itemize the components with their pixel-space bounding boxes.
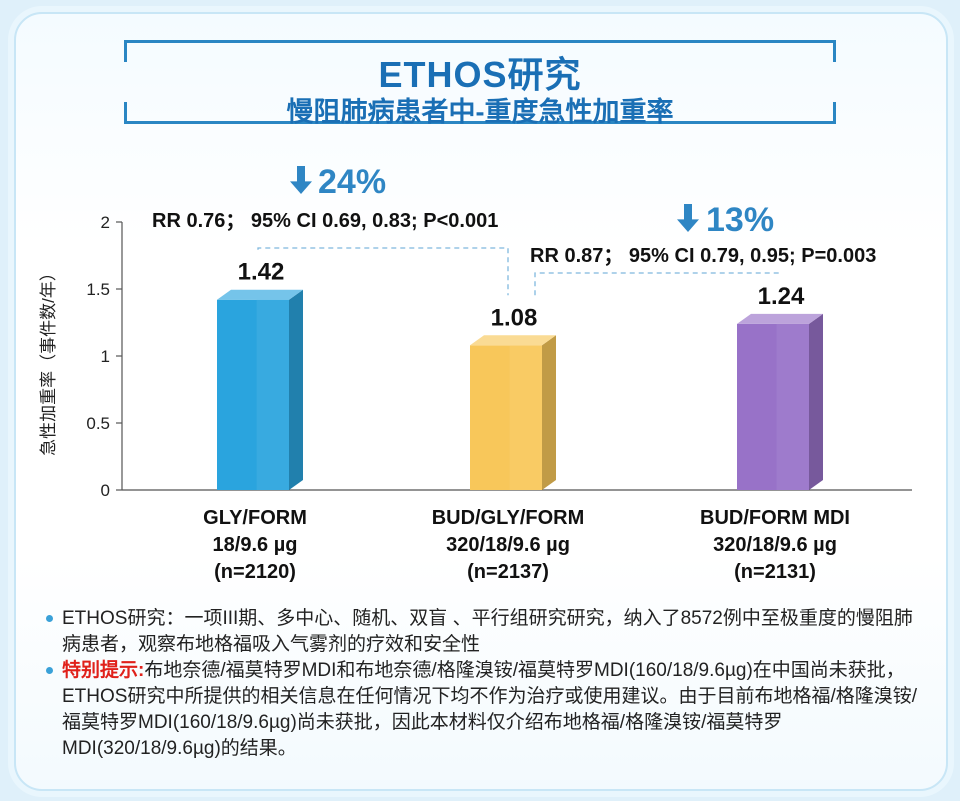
- page-title: ETHOS研究: [378, 54, 582, 95]
- reduction-label: 13%: [706, 201, 774, 239]
- y-tick-label: 1: [101, 347, 110, 366]
- comparison-stats: RR 0.87； 95% CI 0.79, 0.95; P=0.003: [530, 245, 876, 267]
- comparison-bracket: [257, 247, 509, 296]
- footnote-text: ETHOS研究：一项III期、多中心、随机、双盲 、平行组研究研究，纳入了857…: [62, 608, 913, 655]
- page-subtitle: 慢阻肺病患者中-重度急性加重率: [286, 97, 674, 127]
- bullet-icon: [46, 667, 53, 674]
- down-arrow-icon: [677, 204, 699, 232]
- x-category-label: 18/9.6 µg: [213, 534, 298, 556]
- title-box: ETHOS研究 慢阻肺病患者中-重度急性加重率: [124, 40, 836, 127]
- bar-value-label: 1.24: [758, 283, 805, 310]
- footnote-study-description: ETHOS研究：一项III期、多中心、随机、双盲 、平行组研究研究，纳入了857…: [46, 606, 926, 658]
- bar: [470, 335, 556, 490]
- bar-chart: 0 0.5 1 1.5 2 GLY/FORM 18/9.6 µg (n=2120) BUD/GL…: [39, 163, 912, 583]
- bar-top: [737, 313, 823, 324]
- comparison-bracket: [534, 272, 781, 296]
- bar-highlight: [509, 345, 542, 490]
- bar-side: [809, 313, 823, 490]
- bar-highlight: [776, 323, 809, 490]
- bar-side: [289, 289, 303, 490]
- down-arrow-icon: [290, 166, 312, 194]
- y-tick-label: 1.5: [86, 280, 110, 299]
- y-axis-label: 急性加重率（事件数/年）: [39, 264, 58, 456]
- bar-value-label: 1.08: [491, 304, 538, 331]
- x-category-label: BUD/GLY/FORM: [432, 507, 585, 529]
- y-tick-label: 0: [101, 481, 110, 500]
- x-category-label: GLY/FORM: [203, 507, 307, 529]
- title-frame-top: [124, 40, 836, 62]
- title-frame-bottom: [124, 102, 836, 124]
- special-notice-label: 特别提示:: [62, 660, 145, 681]
- x-category-label: (n=2137): [467, 561, 549, 583]
- bar-side: [542, 335, 556, 490]
- bar: [217, 289, 303, 490]
- annotation-layer: 1.42 1.08 1.24 24% RR 0.76； 95% CI 0.69, 0.8…: [152, 163, 876, 331]
- bars-layer: [217, 289, 823, 490]
- x-category-label: 320/18/9.6 µg: [713, 534, 837, 556]
- bar-highlight: [256, 299, 289, 490]
- x-category-label: (n=2131): [734, 561, 816, 583]
- x-category-label: BUD/FORM MDI: [700, 507, 850, 529]
- x-category-label: (n=2120): [214, 561, 296, 583]
- footnotes: ETHOS研究：一项III期、多中心、随机、双盲 、平行组研究研究，纳入了857…: [46, 606, 926, 762]
- comparison-stats: RR 0.76； 95% CI 0.69, 0.83; P<0.001: [152, 210, 498, 232]
- special-notice-text: 布地奈德/福莫特罗MDI和布地奈德/格隆溴铵/福莫特罗MDI(160/18/9.…: [62, 660, 918, 759]
- bar-top: [470, 335, 556, 346]
- bar: [737, 313, 823, 490]
- reduction-label: 24%: [318, 163, 386, 201]
- footnote-special-notice: 特别提示:布地奈德/福莫特罗MDI和布地奈德/格隆溴铵/福莫特罗MDI(160/…: [46, 658, 926, 762]
- bullet-icon: [46, 615, 53, 622]
- bar-value-label: 1.42: [238, 259, 285, 286]
- bar-top: [217, 289, 303, 300]
- y-tick-label: 0.5: [86, 414, 110, 433]
- x-category-label: 320/18/9.6 µg: [446, 534, 570, 556]
- y-tick-label: 2: [101, 213, 110, 232]
